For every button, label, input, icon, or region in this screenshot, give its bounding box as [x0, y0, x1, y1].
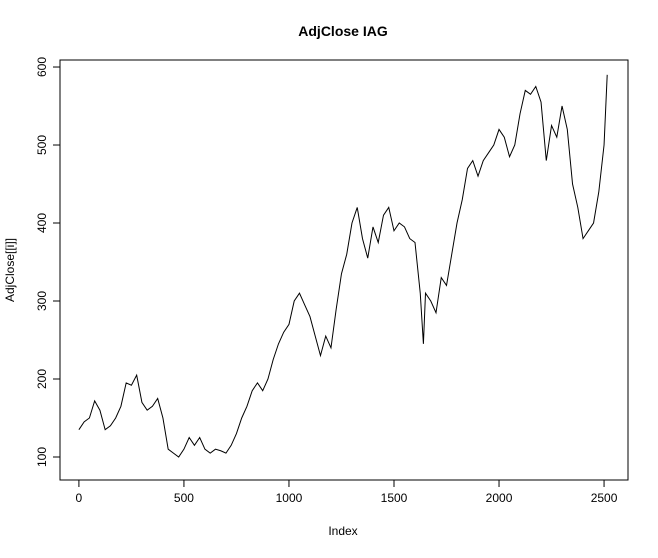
x-tick-label: 2500: [591, 491, 618, 505]
y-axis-label: AdjClose[[i]]: [3, 238, 17, 302]
chart-title: AdjClose IAG: [298, 23, 388, 39]
y-tick-label: 300: [35, 291, 49, 311]
line: [78, 74, 608, 458]
x-tick-label: 1500: [381, 491, 408, 505]
x-tick-label: 500: [174, 491, 194, 505]
y-tick-label: 400: [35, 213, 49, 233]
x-tick-label: 0: [76, 491, 83, 505]
y-tick-label: 200: [35, 369, 49, 389]
y-tick-label: 500: [35, 135, 49, 155]
x-tick-label: 1000: [276, 491, 303, 505]
x-tick-label: 2000: [486, 491, 513, 505]
y-tick-label: 100: [35, 447, 49, 467]
y-tick-label: 600: [35, 57, 49, 77]
x-axis-label: Index: [328, 524, 357, 538]
